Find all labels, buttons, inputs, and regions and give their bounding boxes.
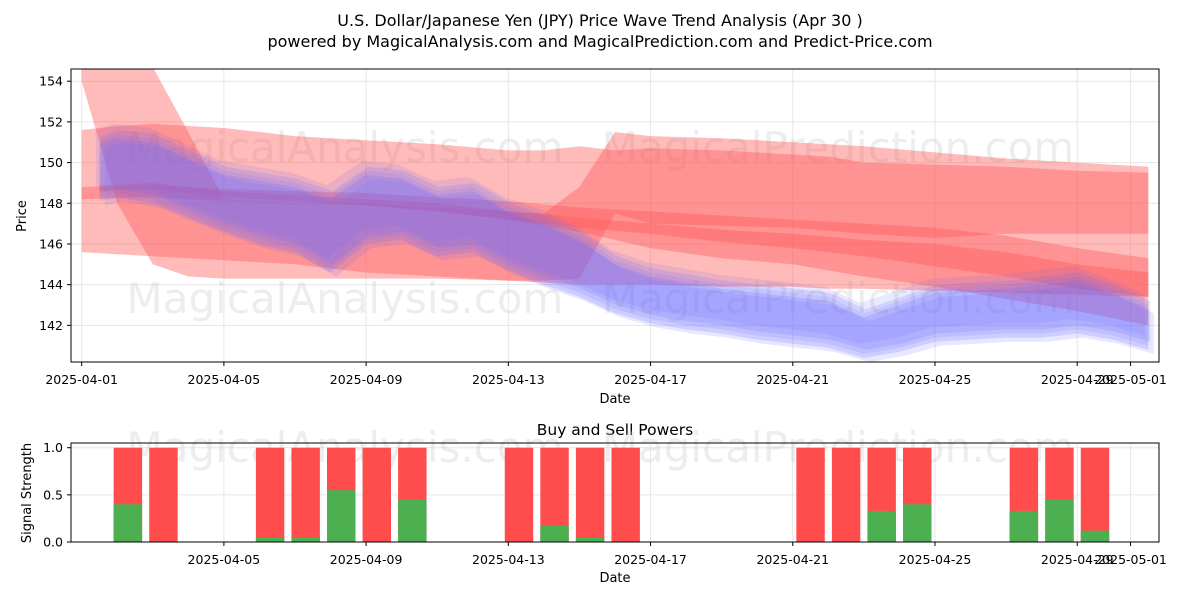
powers-x-tick-label: 2025-04-29: [1041, 552, 1114, 567]
buy-power-bar: [575, 537, 605, 542]
sell-power-bar: [504, 447, 534, 542]
sell-power-bar: [362, 447, 391, 542]
powers-x-tick-label: 2025-04-25: [899, 552, 972, 567]
price-x-axis-label: Date: [599, 392, 630, 407]
powers-y-tick-label: 1.0: [43, 440, 63, 455]
buy-power-bar: [113, 504, 143, 542]
chart-title: U.S. Dollar/Japanese Yen (JPY) Price Wav…: [337, 11, 862, 30]
price-watermarks: MagicalAnalysis.com MagicalPrediction.co…: [127, 123, 1075, 323]
price-x-ticks: 2025-04-01 2025-04-05 2025-04-09 2025-04-13…: [45, 362, 1167, 387]
price-x-tick-label: 2025-04-05: [188, 372, 261, 387]
blue-wave-band: [99, 138, 1149, 358]
price-x-tick-label: 2025-04-01: [45, 372, 118, 387]
blue-wave-band: [101, 130, 1151, 350]
red-wave-step-band: [81, 69, 1149, 281]
powers-x-tick-label: 2025-05-01: [1094, 552, 1167, 567]
powers-x-ticks: 2025-04-05 2025-04-09 2025-04-13 2025-04-17…: [188, 542, 1167, 567]
watermark-prediction-mid: MagicalPrediction.com: [602, 274, 1075, 323]
sell-power-bar: [291, 447, 320, 542]
price-x-tick-label: 2025-04-21: [756, 372, 829, 387]
buy-power-bar: [540, 525, 569, 542]
price-grid: [71, 69, 1159, 362]
red-wave-trend-band: [81, 185, 1149, 326]
watermark-prediction-top: MagicalPrediction.com: [602, 123, 1075, 172]
price-x-tick-label: 2025-04-25: [899, 372, 972, 387]
price-series: [81, 69, 1154, 362]
price-y-axis-label: Price: [15, 200, 30, 232]
price-x-tick-label: 2025-04-29: [1041, 372, 1114, 387]
blue-wave-band: [99, 134, 1149, 354]
price-chart: MagicalAnalysis.com MagicalPrediction.co…: [15, 68, 1167, 407]
powers-bars: [113, 447, 1110, 542]
buy-power-bar: [291, 537, 320, 542]
powers-x-tick-label: 2025-04-21: [756, 552, 829, 567]
buy-power-bar: [1009, 510, 1039, 542]
price-y-tick-label: 152: [39, 114, 63, 129]
sell-power-bar: [255, 447, 285, 542]
price-x-tick-label: 2025-04-09: [330, 372, 403, 387]
buy-power-bar: [327, 490, 356, 542]
price-y-tick-label: 142: [39, 318, 63, 333]
powers-y-tick-label: 0.0: [43, 535, 63, 550]
blue-wave-band: [104, 142, 1154, 362]
powers-chart: Buy and Sell Powers MagicalAnalysis.com …: [20, 421, 1167, 586]
powers-y-tick-label: 0.5: [43, 487, 63, 502]
sell-power-bar: [575, 447, 605, 542]
price-bands: [81, 69, 1154, 362]
powers-plot-frame: [70, 442, 1160, 543]
red-wave-mid-band: [99, 182, 1149, 297]
price-y-tick-label: 150: [39, 155, 63, 170]
price-plot-frame: [70, 68, 1160, 363]
sell-power-bar: [831, 447, 861, 542]
powers-chart-title: Buy and Sell Powers: [537, 421, 694, 439]
price-plot-background: [71, 69, 1159, 362]
powers-x-tick-label: 2025-04-13: [472, 552, 545, 567]
price-y-tick-label: 146: [39, 236, 63, 251]
buy-power-bar: [1045, 499, 1074, 542]
blue-wave-band: [95, 123, 1145, 344]
watermark-analysis-mid: MagicalAnalysis.com: [127, 274, 564, 323]
buy-power-bar: [1080, 530, 1110, 542]
powers-x-tick-label: 2025-04-09: [330, 552, 403, 567]
price-y-tick-label: 154: [39, 74, 63, 89]
price-y-tick-label: 144: [39, 277, 63, 292]
buy-power-bar: [867, 510, 896, 542]
powers-x-tick-label: 2025-04-05: [188, 552, 261, 567]
price-y-tick-label: 148: [39, 196, 63, 211]
powers-x-tick-label: 2025-04-17: [614, 552, 687, 567]
powers-x-axis-label: Date: [599, 571, 630, 586]
buy-power-bar: [398, 499, 427, 542]
buy-power-bar: [903, 504, 932, 542]
price-x-tick-label: 2025-05-01: [1094, 372, 1167, 387]
price-y-ticks: 142 144 146 148 150 152 154: [39, 74, 71, 333]
price-x-tick-label: 2025-04-13: [472, 372, 545, 387]
sell-power-bar: [1080, 447, 1110, 542]
powers-y-axis-label: Signal Strength: [20, 443, 35, 543]
powers-y-ticks: 0.0 0.5 1.0: [43, 440, 71, 550]
sell-power-bar: [149, 447, 178, 542]
price-x-tick-label: 2025-04-17: [614, 372, 687, 387]
chart-subtitle: powered by MagicalAnalysis.com and Magic…: [267, 32, 932, 51]
sell-power-bar: [611, 447, 640, 542]
watermark-analysis-top: MagicalAnalysis.com: [127, 123, 564, 172]
sell-power-bar: [796, 447, 825, 542]
red-wave-upper-band: [81, 123, 1149, 297]
buy-power-bar: [255, 537, 285, 542]
